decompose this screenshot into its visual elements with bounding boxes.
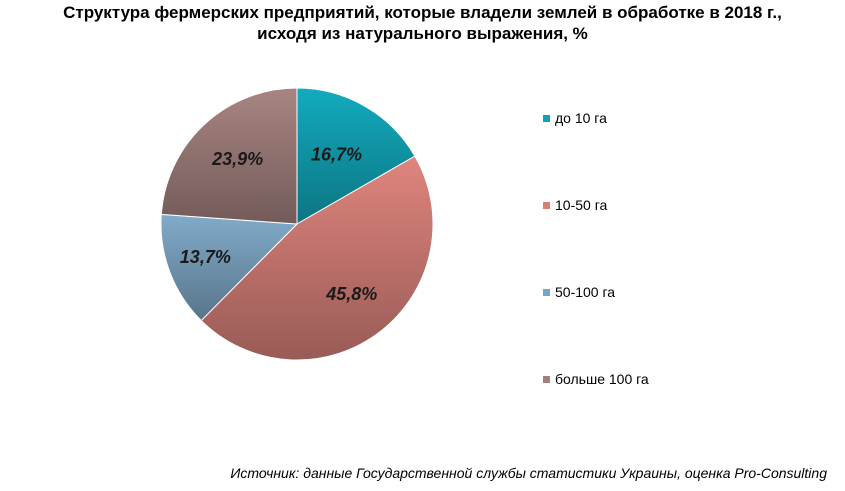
chart-title-line-2: исходя из натурального выражения, % bbox=[257, 24, 588, 43]
legend-item-0: до 10 га bbox=[543, 109, 607, 127]
chart-title-line-1: Структура фермерских предприятий, которы… bbox=[63, 3, 782, 22]
legend-item-1: 10-50 га bbox=[543, 196, 607, 214]
legend-label-3: больше 100 га bbox=[555, 371, 649, 387]
data-label-2: 13,7% bbox=[180, 247, 231, 267]
pie-slice-3 bbox=[160, 87, 298, 225]
legend-label-2: 50-100 га bbox=[555, 284, 616, 300]
pie-data-labels: 16,7% 45,8% 13,7% 23,9% bbox=[180, 144, 377, 303]
legend-item-2: 50-100 га bbox=[543, 283, 615, 301]
data-label-3: 23,9% bbox=[211, 149, 263, 169]
legend-swatch-2 bbox=[543, 288, 550, 296]
legend-swatch-1 bbox=[543, 201, 550, 209]
legend-swatch-0 bbox=[543, 114, 550, 122]
chart-title: Структура фермерских предприятий, которы… bbox=[0, 2, 845, 44]
chart-legend: до 10 га 10-50 га 50-100 га больше 100 г… bbox=[543, 0, 743, 491]
legend-label-1: 10-50 га bbox=[555, 197, 608, 213]
data-label-0: 16,7% bbox=[311, 144, 362, 164]
data-label-1: 45,8% bbox=[325, 284, 377, 304]
legend-item-3: больше 100 га bbox=[543, 370, 649, 388]
pie-slices bbox=[160, 87, 434, 361]
legend-label-0: до 10 га bbox=[555, 110, 607, 126]
legend-swatch-3 bbox=[543, 375, 550, 383]
pie-slice-1 bbox=[200, 155, 434, 361]
source-note: Источник: данные Государственной службы … bbox=[230, 465, 827, 481]
pie-slice-2 bbox=[160, 213, 299, 322]
pie-slice-0 bbox=[296, 87, 416, 225]
